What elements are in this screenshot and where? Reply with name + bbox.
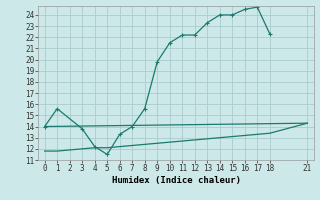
X-axis label: Humidex (Indice chaleur): Humidex (Indice chaleur) [111,176,241,185]
